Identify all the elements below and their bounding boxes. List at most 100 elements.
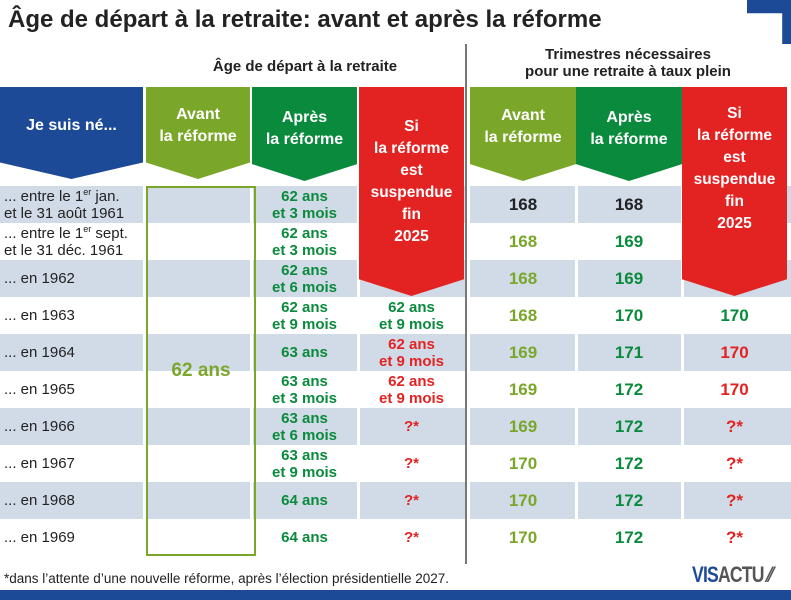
age-suspendue: ?* (359, 445, 464, 482)
column-gap (357, 186, 360, 556)
trim-avant: 168 (508, 232, 538, 251)
age-suspendue: 62 ans et 9 mois (359, 334, 464, 371)
header-label: fin (402, 205, 421, 223)
trim-suspendue: 170 (720, 343, 749, 362)
born-text: ... entre le 1 (4, 224, 84, 242)
age-apres: 63 ans et 6 mois (252, 408, 357, 445)
age-apres-line: 63 ans (281, 409, 328, 427)
group-heading-line: pour une retraite à taux plein (525, 63, 731, 80)
trim-apres: 172 (614, 528, 644, 547)
age-suspendue: ?* (359, 519, 464, 556)
group-heading-age: Âge de départ à la retraite (212, 58, 398, 75)
avant-age-box: 62 ans (146, 186, 256, 556)
age-suspendue: ?* (359, 408, 464, 445)
age-apres-line: 62 ans (281, 187, 328, 205)
age-apres-line: 62 ans (281, 224, 328, 242)
born-text: ... en 1963 (4, 307, 75, 324)
header-trim-avant: Avant la réforme (470, 87, 576, 181)
trim-avant: 170 (508, 454, 538, 473)
age-apres-line: 63 ans (281, 446, 328, 464)
born-text: ... en 1966 (4, 418, 75, 435)
born-label: ... en 1968 (4, 482, 146, 519)
trim-avant: 169 (508, 380, 538, 399)
column-gap (143, 186, 146, 556)
age-suspendue-line: et 9 mois (378, 352, 445, 370)
header-label: Après (606, 109, 652, 126)
header-label: Si (404, 117, 419, 135)
age-suspendue-line: ?* (404, 529, 419, 546)
born-label: ... en 1967 (4, 445, 146, 482)
age-suspendue-line: 62 ans (388, 335, 435, 353)
header-label: suspendue (370, 183, 453, 201)
born-text: ... en 1967 (4, 455, 75, 472)
trim-apres: 170 (614, 306, 644, 325)
born-label: ... en 1964 (4, 334, 146, 371)
age-suspendue-line: 62 ans (388, 298, 435, 316)
age-apres-line: et 3 mois (271, 204, 338, 222)
age-apres-line: 62 ans (281, 298, 328, 316)
age-apres-line: 64 ans (281, 492, 328, 509)
header-age-suspendue: Si la réforme est suspendue fin 2025 (359, 87, 464, 296)
header-label: est (723, 148, 746, 166)
born-label: ... entre le 1er jan. et le 31 août 1961 (4, 186, 146, 223)
born-label: ... en 1965 (4, 371, 146, 408)
born-text: ... en 1969 (4, 529, 75, 546)
group-heading-trimestres: Trimestres nécessaires pour une retraite… (470, 46, 786, 80)
header-label: Avant (176, 106, 220, 123)
age-apres: 63 ans (252, 334, 357, 371)
header-born: Je suis né... (0, 87, 143, 179)
column-divider (465, 44, 467, 564)
born-text: et le 31 août 1961 (4, 204, 125, 222)
age-suspendue-line: 62 ans (388, 372, 435, 390)
header-label: la réforme (590, 131, 668, 148)
age-apres: 64 ans (252, 519, 357, 556)
born-text: ... en 1964 (4, 344, 75, 361)
trim-apres: 168 (614, 195, 644, 214)
group-heading-line: Trimestres nécessaires (545, 46, 711, 63)
born-text: sept. (91, 224, 128, 242)
header-age-avant: Avant la réforme (146, 87, 250, 179)
footnote: *dans l’attente d’une nouvelle réforme, … (4, 571, 450, 586)
age-suspendue-line: ?* (404, 455, 419, 472)
corner-decoration (747, 0, 791, 44)
born-text: jan. (91, 187, 120, 205)
age-apres-line: et 9 mois (271, 315, 338, 333)
header-label: 2025 (717, 214, 752, 232)
age-apres-line: et 9 mois (271, 463, 338, 481)
born-label: ... en 1966 (4, 408, 146, 445)
age-suspendue-line: et 9 mois (378, 389, 445, 407)
born-text: ... entre le 1 (4, 187, 84, 205)
age-apres-line: et 6 mois (271, 426, 338, 444)
age-apres-line: et 3 mois (271, 389, 338, 407)
trim-apres: 169 (614, 232, 644, 251)
trim-suspendue: ?* (726, 528, 743, 547)
age-apres: 62 ans et 3 mois (252, 186, 357, 223)
born-label: ... en 1962 (4, 260, 146, 297)
header-label: fin (725, 192, 744, 210)
born-label: ... entre le 1er sept. et le 31 déc. 1961 (4, 223, 146, 260)
age-suspendue-line: ?* (404, 492, 419, 509)
header-label: la réforme (159, 128, 237, 145)
born-text: ... en 1968 (4, 492, 75, 509)
age-apres-line: 64 ans (281, 529, 328, 546)
age-suspendue: 62 ans et 9 mois (359, 297, 464, 334)
avant-age-value: 62 ans (171, 360, 231, 381)
born-sup: er (83, 186, 92, 197)
header-trim-apres: Après la réforme (576, 87, 682, 181)
age-apres: 62 ans et 9 mois (252, 297, 357, 334)
born-sup: er (83, 223, 92, 234)
age-apres-line: 63 ans (281, 344, 328, 361)
trim-apres: 172 (614, 380, 644, 399)
trim-suspendue: ?* (726, 417, 743, 436)
header-label: la réforme (265, 131, 344, 148)
age-apres: 64 ans (252, 482, 357, 519)
column-gap (575, 186, 578, 556)
trim-avant: 170 (508, 528, 538, 547)
table-row (0, 334, 791, 371)
header-label: la réforme (697, 126, 772, 144)
born-text: ... en 1962 (4, 270, 75, 287)
trim-avant: 170 (508, 491, 538, 510)
trim-apres: 171 (614, 343, 644, 362)
born-text: et le 31 déc. 1961 (4, 241, 124, 259)
header-label: la réforme (374, 139, 449, 157)
